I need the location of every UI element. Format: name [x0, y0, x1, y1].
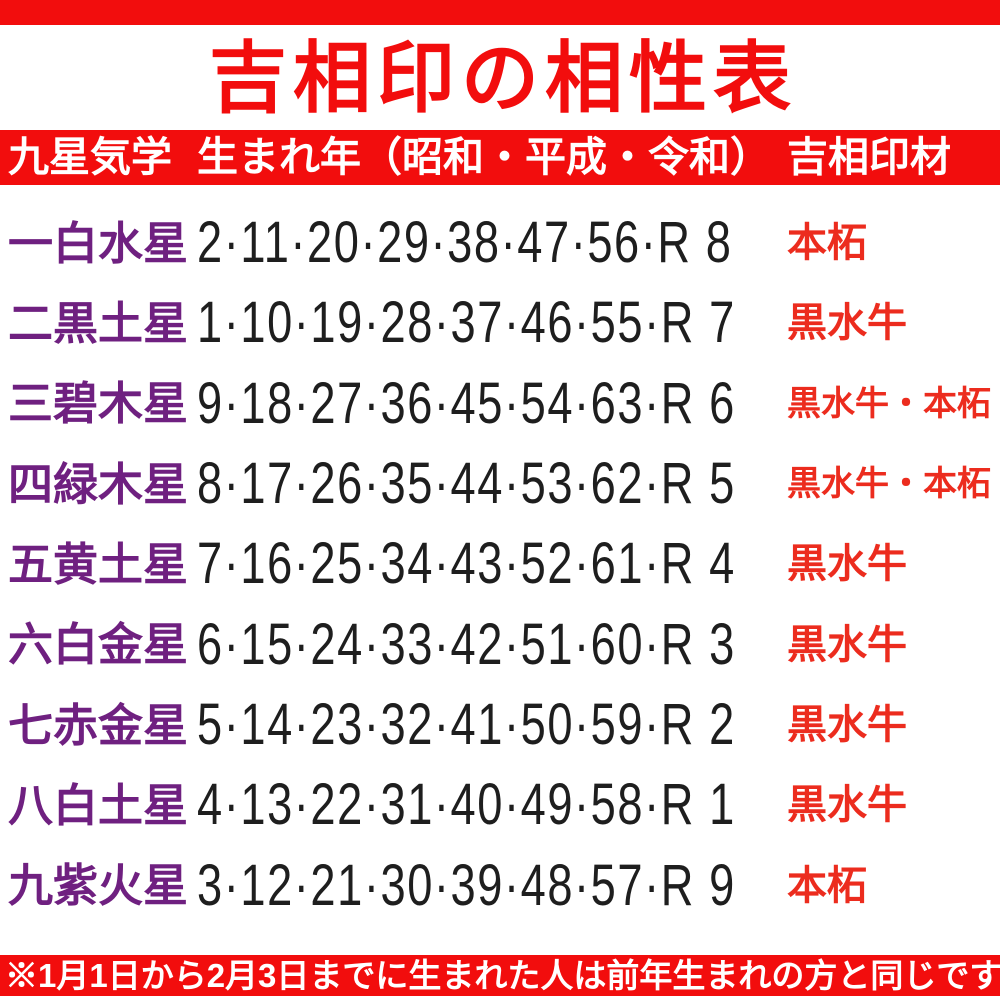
seal-material: 黒水牛 [787, 783, 907, 828]
star-name: 九紫火星 [8, 860, 189, 912]
star-name: 一白水星 [8, 217, 189, 269]
star-name: 三碧木星 [8, 378, 189, 430]
star-name: 七赤金星 [8, 699, 189, 751]
seal-material: 黒水牛 [787, 703, 907, 748]
star-name: 二黒土星 [8, 297, 189, 349]
seal-material: 黒水牛 [787, 301, 907, 346]
seal-material: 本柘 [787, 863, 867, 908]
seal-material: 黒水牛 [787, 542, 907, 587]
table-row: 一白水星 2·11·20·29·38·47·56·R 8 本柘 [0, 203, 1000, 283]
footer-note: ※1月1日から2月3日までに生まれた人は前年生まれの方と同じです [5, 957, 1000, 994]
top-red-bar [0, 0, 1000, 25]
birth-years: 2·11·20·29·38·47·56·R 8 [197, 210, 733, 276]
title-area: 吉相印の相性表 [0, 25, 1000, 130]
star-name: 六白金星 [8, 619, 189, 671]
page-title: 吉相印の相性表 [208, 33, 797, 122]
birth-years: 9·18·27·36·45·54·63·R 6 [197, 370, 736, 436]
seal-material: 黒水牛 [787, 622, 907, 667]
seal-material: 黒水牛・本柘 [787, 384, 991, 423]
header-col-birth-year: 生まれ年（昭和・平成・令和） [197, 134, 771, 180]
birth-years: 5·14·23·32·41·50·59·R 2 [197, 692, 736, 758]
table-row: 四緑木星 8·17·26·35·44·53·62·R 5 黒水牛・本柘 [0, 444, 1000, 524]
birth-years: 6·15·24·33·42·51·60·R 3 [197, 611, 736, 677]
star-name: 五黄土星 [8, 538, 189, 590]
birth-years: 7·16·25·34·43·52·61·R 4 [197, 531, 736, 597]
table-row: 五黄土星 7·16·25·34·43·52·61·R 4 黒水牛 [0, 524, 1000, 604]
table-row: 三碧木星 9·18·27·36·45·54·63·R 6 黒水牛・本柘 [0, 364, 1000, 444]
star-name: 四緑木星 [8, 458, 189, 510]
table-row: 六白金星 6·15·24·33·42·51·60·R 3 黒水牛 [0, 605, 1000, 685]
birth-years: 4·13·22·31·40·49·58·R 1 [197, 772, 736, 838]
birth-years: 3·12·21·30·39·48·57·R 9 [197, 852, 736, 918]
table-row: 八白土星 4·13·22·31·40·49·58·R 1 黒水牛 [0, 765, 1000, 845]
table-row: 七赤金星 5·14·23·32·41·50·59·R 2 黒水牛 [0, 685, 1000, 765]
header-col-kyusei-kigaku: 九星気学 [8, 134, 172, 180]
table-header-row: 九星気学 生まれ年（昭和・平成・令和） 吉相印材 [0, 130, 1000, 185]
compatibility-table: 一白水星 2·11·20·29·38·47·56·R 8 本柘 二黒土星 1·1… [0, 185, 1000, 955]
table-row: 二黒土星 1·10·19·28·37·46·55·R 7 黒水牛 [0, 283, 1000, 363]
table-row: 九紫火星 3·12·21·30·39·48·57·R 9 本柘 [0, 846, 1000, 926]
seal-material: 黒水牛・本柘 [787, 465, 991, 504]
birth-years: 1·10·19·28·37·46·55·R 7 [197, 290, 736, 356]
footer-band: ※1月1日から2月3日までに生まれた人は前年生まれの方と同じです [0, 955, 1000, 996]
header-col-seal-material: 吉相印材 [787, 134, 951, 180]
seal-material: 本柘 [787, 221, 867, 266]
star-name: 八白土星 [8, 779, 189, 831]
birth-years: 8·17·26·35·44·53·62·R 5 [197, 451, 736, 517]
